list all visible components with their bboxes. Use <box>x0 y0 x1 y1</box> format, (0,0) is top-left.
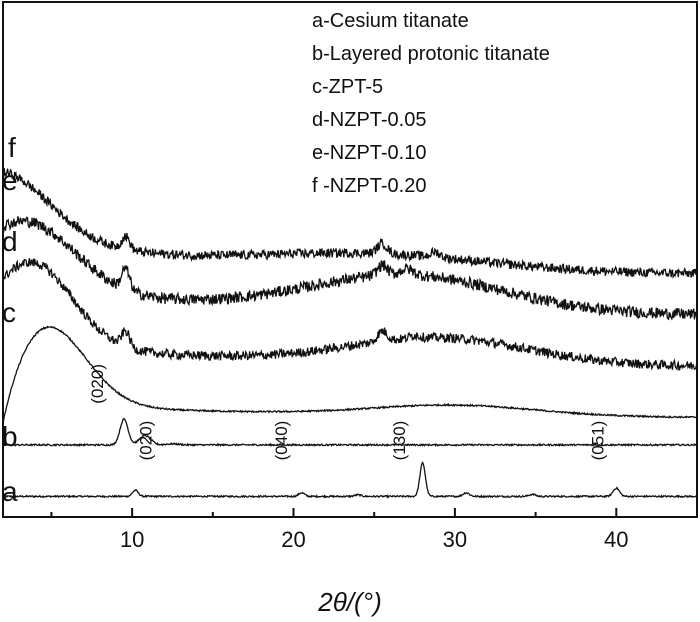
curve-label-e: e <box>2 165 18 196</box>
curve-label-a: a <box>2 476 18 507</box>
legend-entry-f: f -NZPT-0.20 <box>312 175 426 197</box>
series-line-b <box>2 417 698 448</box>
curve-label-c: c <box>2 297 16 328</box>
legend-entry-e: e-NZPT-0.10 <box>312 142 426 164</box>
curve-label-d: d <box>2 226 18 257</box>
series-line-a <box>2 461 698 499</box>
series-line-e <box>2 216 698 321</box>
legend-entry-b: b-Layered protonic titanate <box>312 43 550 65</box>
x-tick-label: 10 <box>120 527 144 552</box>
plot-frame <box>2 1 698 518</box>
peak-annotations: (020) (020) (040) (130) (051) <box>88 364 607 460</box>
series-line-c <box>2 325 698 424</box>
series-line-d <box>2 258 698 371</box>
x-ticks: 10 20 30 40 <box>50 508 629 552</box>
curve-label-b: b <box>2 421 18 452</box>
legend-entry-a: a-Cesium titanate <box>312 10 469 32</box>
peak-annotation: (130) <box>390 421 409 461</box>
x-axis-label: 2θ/(°) <box>317 587 382 617</box>
x-tick-label: 20 <box>281 527 305 552</box>
series-layer <box>2 168 698 499</box>
series-line-f <box>2 168 698 280</box>
peak-annotation: (040) <box>272 421 291 461</box>
curve-label-f: f <box>8 132 16 163</box>
peak-annotation: (020) <box>136 421 155 461</box>
curve-labels: f e d c b a <box>2 132 18 507</box>
legend-entry-c: c-ZPT-5 <box>312 76 383 98</box>
x-tick-label: 40 <box>604 527 628 552</box>
legend-entry-d: d-NZPT-0.05 <box>312 109 426 131</box>
peak-annotation: (020) <box>88 364 107 404</box>
peak-annotation: (051) <box>588 421 607 461</box>
legend: a-Cesium titanate b-Layered protonic tit… <box>312 10 550 197</box>
x-tick-label: 30 <box>443 527 467 552</box>
